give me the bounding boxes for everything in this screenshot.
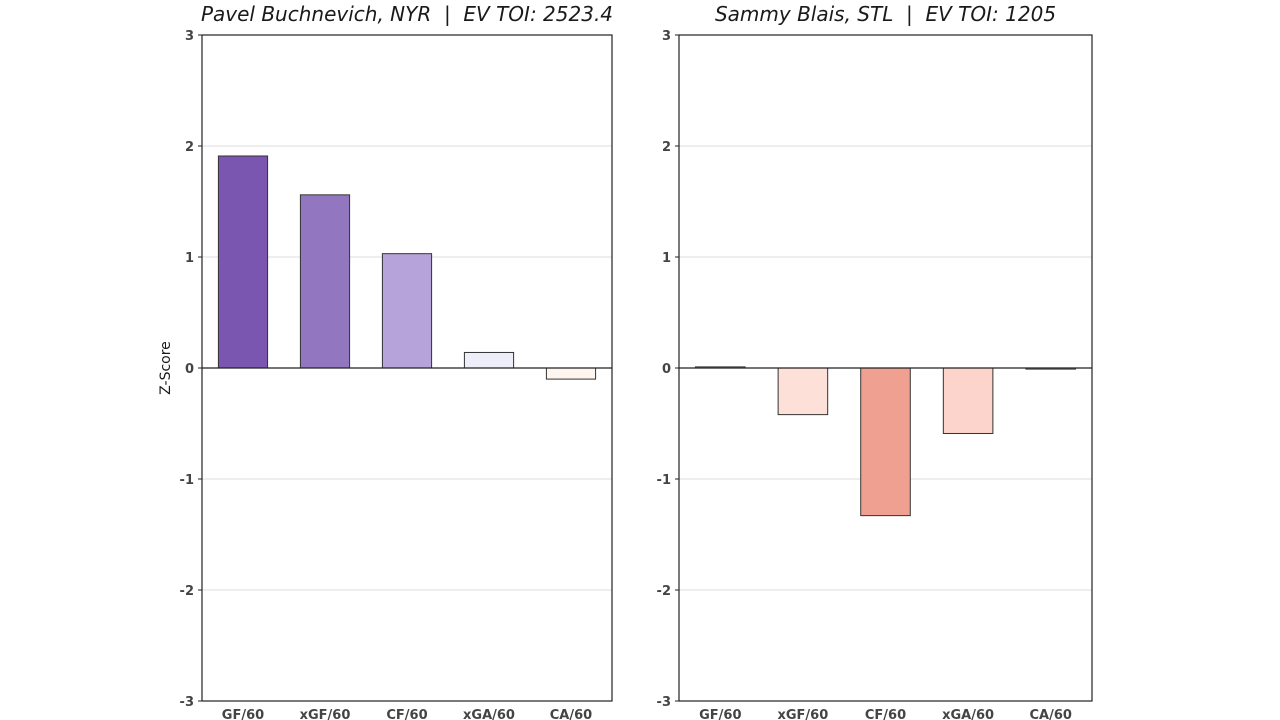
y-tick-label: -2 [180,584,194,599]
chart-title: Pavel Buchnevich, NYR | EV TOI: 2523.4 [201,2,613,26]
y-tick-label: 1 [185,251,194,266]
x-tick-label: xGF/60 [778,708,829,720]
y-tick-label: 2 [185,140,194,155]
bar-gf-60 [217,155,269,369]
y-tick-label: 0 [185,362,194,377]
y-tick-label: 3 [185,29,194,44]
bar-xga-60 [463,351,515,369]
x-tick-label: xGF/60 [300,708,351,720]
bar-cf-60 [860,367,911,517]
y-tick-label: 2 [662,140,671,155]
x-tick-label: xGA/60 [463,708,515,720]
bar-xgf-60 [777,367,829,416]
bar-cf-60 [381,253,433,369]
x-tick-label: CF/60 [865,708,906,720]
y-tick-label: -3 [180,695,194,710]
y-tick-label: -2 [657,584,671,599]
bar-xga-60 [942,367,994,434]
bar-ca-60 [545,367,597,380]
x-tick-label: CA/60 [550,708,592,720]
y-tick-label: -1 [180,473,194,488]
y-tick-label: 0 [662,362,671,377]
x-tick-label: GF/60 [222,708,264,720]
chart-panel-1: -3 -2 -1 0 1 2 3 GF/60 xGF/60 CF/60 xGA/60 CA/60 Pav… [158,2,613,720]
x-tick-label: xGA/60 [942,708,994,720]
y-tick-label: 1 [662,251,671,266]
x-tick-label: GF/60 [699,708,741,720]
x-tick-label: CF/60 [386,708,427,720]
chart-title: Sammy Blais, STL | EV TOI: 1205 [715,2,1056,26]
y-axis-label: Z-Score [158,341,174,395]
x-tick-label: CA/60 [1029,708,1071,720]
chart-panel-2: -3 -2 -1 0 1 2 3 GF/60 xGF/60 CF/60 xGA/60 CA/60 Sam… [657,2,1093,720]
bar-xgf-60 [299,194,351,369]
y-tick-label: -3 [657,695,671,710]
y-tick-label: -1 [657,473,671,488]
y-tick-label: 3 [662,29,671,44]
